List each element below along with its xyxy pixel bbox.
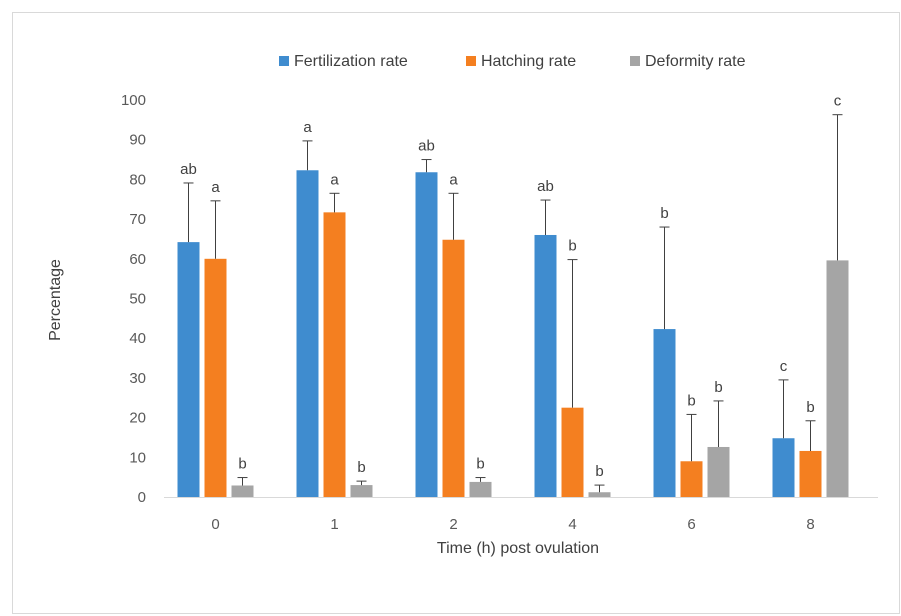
legend: Fertilization rate Hatching rate Deformity… [279, 53, 746, 70]
y-tick-label: 80 [129, 171, 146, 188]
bar [653, 329, 676, 497]
bar [680, 461, 703, 497]
significance-label: a [330, 171, 339, 188]
x-axis-title: Time (h) post ovulation [437, 540, 599, 557]
y-axis-title: Percentage [47, 259, 64, 341]
significance-label: c [780, 358, 788, 375]
bar [826, 260, 849, 497]
y-tick-label: 20 [129, 410, 146, 427]
legend-label: Deformity rate [645, 53, 746, 70]
y-tick-label: 30 [129, 370, 146, 387]
legend-swatch [630, 56, 640, 66]
y-tick-label: 50 [129, 291, 146, 308]
bar [296, 170, 319, 498]
y-tick-label: 10 [129, 449, 146, 466]
bar [350, 485, 373, 497]
significance-label: b [714, 379, 722, 396]
significance-label: ab [537, 178, 554, 195]
significance-label: b [568, 238, 576, 255]
bar [323, 212, 346, 497]
bar [799, 450, 822, 497]
y-tick-label: 0 [138, 489, 146, 506]
legend-swatch [466, 56, 476, 66]
y-axis-ticks: 0 10 20 30 40 50 60 70 80 90 100 [121, 92, 146, 506]
x-tick-label: 6 [687, 516, 695, 533]
y-tick-label: 70 [129, 211, 146, 228]
x-tick-label: 8 [806, 516, 814, 533]
x-tick-label: 2 [449, 516, 457, 533]
significance-label: ab [180, 161, 197, 178]
significance-label: a [303, 119, 312, 136]
y-tick-label: 100 [121, 92, 146, 109]
x-axis-ticks: 0 1 2 4 6 8 [211, 516, 814, 533]
bar [469, 481, 492, 497]
significance-label: ab [418, 138, 435, 155]
significance-label: b [357, 459, 365, 476]
legend-swatch [279, 56, 289, 66]
bar [204, 258, 227, 497]
significance-label: b [238, 456, 246, 473]
y-tick-label: 60 [129, 251, 146, 268]
bar [561, 407, 584, 497]
bar [772, 438, 795, 497]
significance-label: b [595, 463, 603, 480]
significance-label: a [449, 171, 458, 188]
x-tick-label: 4 [568, 516, 576, 533]
bar [231, 485, 254, 497]
bar [442, 239, 465, 497]
bar [415, 172, 438, 497]
y-tick-label: 90 [129, 132, 146, 149]
significance-label: b [806, 399, 814, 416]
significance-label: b [687, 392, 695, 409]
y-tick-label: 40 [129, 330, 146, 347]
bar [534, 234, 557, 498]
bar [177, 242, 200, 497]
x-tick-label: 1 [330, 516, 338, 533]
significance-label: c [834, 93, 842, 110]
bar [588, 492, 611, 497]
significance-label: b [660, 205, 668, 222]
legend-label: Fertilization rate [294, 53, 408, 70]
significance-label: a [211, 179, 220, 196]
bar [707, 446, 730, 497]
x-tick-label: 0 [211, 516, 219, 533]
legend-label: Hatching rate [481, 53, 576, 70]
significance-label: b [476, 456, 484, 473]
